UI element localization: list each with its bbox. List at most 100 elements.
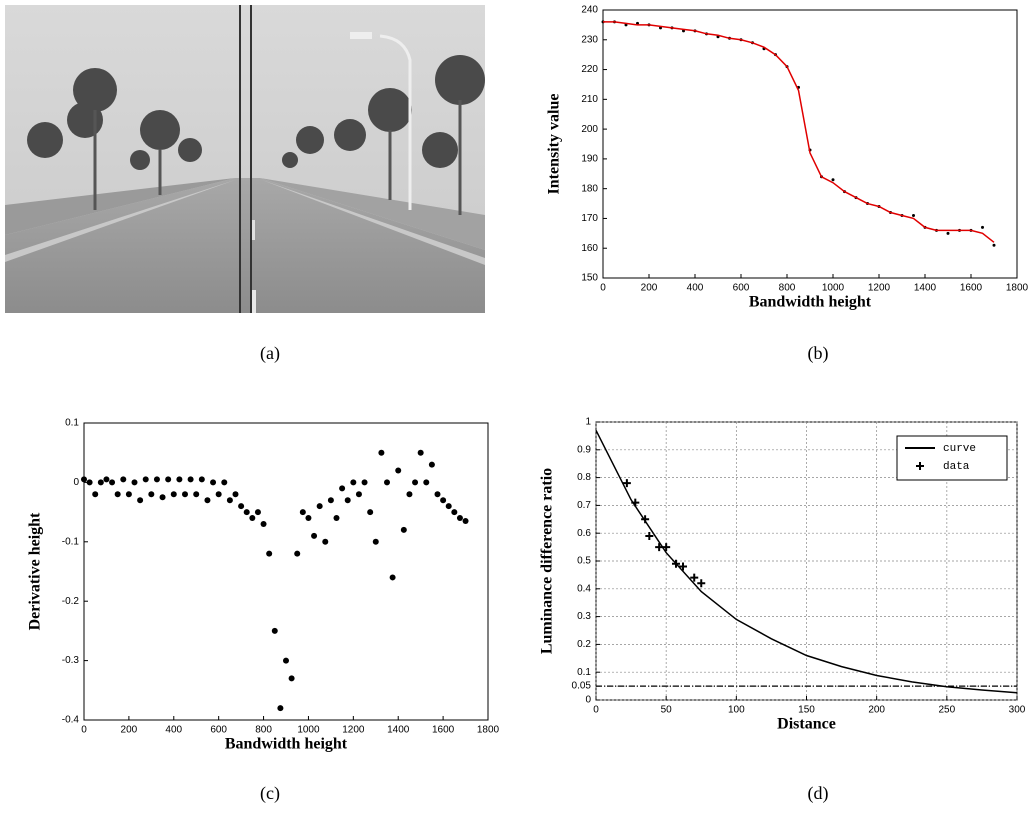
x-tick-label: 1800 — [477, 725, 500, 736]
data-point — [434, 491, 441, 498]
plus-marker — [690, 573, 699, 582]
data-point — [109, 479, 116, 486]
data-point — [159, 494, 166, 501]
plot-frame — [83, 422, 489, 721]
data-point — [271, 627, 278, 634]
data-point — [97, 479, 104, 486]
data-point — [283, 657, 289, 664]
data-point — [148, 491, 155, 498]
x-tick-label: 400 — [165, 725, 182, 736]
data-point — [226, 497, 233, 504]
x-tick-label: 1000 — [822, 283, 845, 294]
x-tick-label: 1600 — [432, 725, 455, 736]
x-tick-label: 1800 — [1006, 283, 1029, 294]
data-point — [412, 479, 419, 486]
line — [595, 429, 1018, 694]
data-point — [322, 538, 329, 545]
data-point — [428, 461, 435, 468]
x-tick-label: 50 — [661, 705, 673, 716]
y-tick-label: -0.2 — [62, 596, 80, 607]
data-point — [378, 449, 385, 456]
caption: (d) — [808, 783, 829, 804]
data-point — [327, 497, 334, 504]
y-axis-label: Luminance difference ratio — [539, 468, 556, 654]
data-point — [451, 509, 458, 516]
data-point — [641, 515, 650, 524]
plus-marker — [645, 531, 654, 540]
x-tick-label: 600 — [733, 283, 750, 294]
data-point — [344, 497, 351, 504]
y-tick-label: 230 — [581, 34, 598, 45]
data-point — [679, 562, 688, 571]
data-point — [86, 479, 93, 486]
x-tick-label: 400 — [687, 283, 704, 294]
data-point — [232, 491, 239, 498]
caption: (c) — [260, 783, 280, 804]
data-point — [125, 491, 132, 498]
data-point — [690, 573, 699, 582]
data-point — [946, 231, 950, 235]
x-tick-label: 0 — [600, 283, 606, 294]
data-point — [671, 559, 680, 568]
x-tick-label: 800 — [255, 725, 272, 736]
data-point — [992, 243, 996, 247]
data-point — [912, 213, 915, 217]
data-point — [114, 491, 121, 498]
y-tick-label: 0.5 — [577, 556, 591, 567]
data-point — [210, 479, 217, 486]
data-point — [361, 479, 368, 486]
y-tick-label: 0.8 — [577, 472, 591, 483]
data-point — [221, 479, 228, 486]
data-point — [333, 515, 340, 522]
y-tick-label: 150 — [581, 273, 598, 284]
data-point — [645, 531, 654, 540]
y-tick-label: 240 — [581, 5, 598, 16]
y-tick-label: 0.1 — [577, 667, 591, 678]
y-tick-label: 0.05 — [572, 681, 592, 692]
plus-marker — [622, 479, 631, 488]
x-tick-label: 200 — [641, 283, 658, 294]
data-point — [81, 476, 87, 483]
y-tick-label: 0.9 — [577, 444, 591, 455]
y-tick-label: -0.1 — [62, 536, 80, 547]
data-point — [981, 225, 984, 229]
data-point — [372, 538, 379, 545]
data-point — [294, 550, 301, 557]
data-point — [299, 509, 306, 516]
y-tick-label: -0.4 — [62, 715, 80, 726]
x-tick-label: 250 — [938, 705, 955, 716]
x-tick-label: 800 — [779, 283, 796, 294]
x-tick-label: 1200 — [868, 283, 891, 294]
plus-marker — [671, 559, 680, 568]
plus-marker — [697, 579, 706, 588]
y-tick-label: 0 — [585, 695, 591, 706]
x-tick-label: 200 — [868, 705, 885, 716]
data-point — [384, 479, 390, 486]
data-point — [339, 485, 346, 492]
data-point — [305, 515, 312, 522]
x-tick-label: 300 — [1009, 705, 1026, 716]
data-point — [92, 491, 99, 498]
y-tick-label: 210 — [581, 94, 598, 105]
data-point — [456, 515, 463, 522]
data-point — [350, 479, 357, 486]
data-point — [170, 491, 177, 498]
y-tick-label: 180 — [581, 183, 598, 194]
y-axis-label: Intensity value — [546, 94, 563, 195]
data-point — [153, 476, 160, 483]
data-point — [277, 705, 284, 712]
y-tick-label: 0.3 — [577, 611, 591, 622]
x-tick-label: 600 — [210, 725, 227, 736]
data-point — [355, 491, 362, 498]
data-point — [367, 509, 374, 516]
y-tick-label: 0.1 — [65, 418, 79, 429]
data-point — [165, 476, 172, 483]
y-tick-label: 0.7 — [577, 500, 591, 511]
x-tick-label: 1200 — [342, 725, 365, 736]
y-tick-label: 220 — [581, 64, 598, 75]
data-point — [176, 476, 183, 483]
data-point — [440, 497, 447, 504]
data-point — [316, 503, 323, 510]
data-point — [697, 579, 706, 588]
line — [603, 21, 995, 243]
